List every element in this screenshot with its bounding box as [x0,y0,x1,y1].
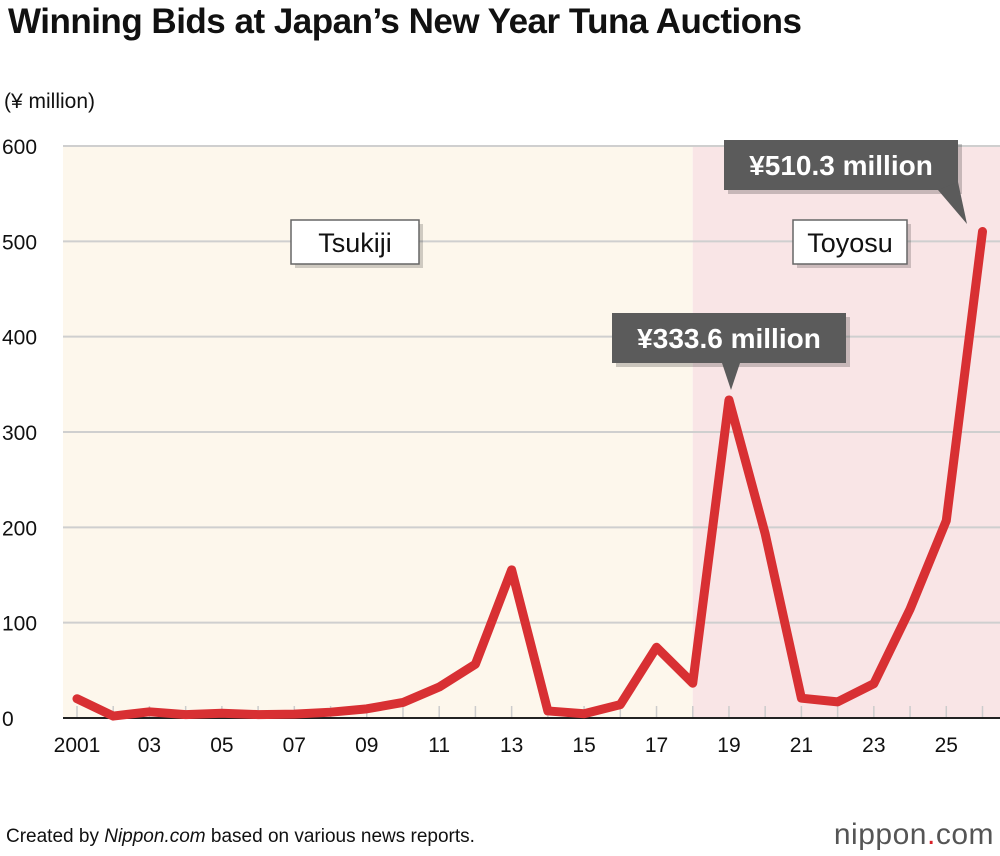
logo-tld: com [935,818,994,851]
x-tick-label: 2001 [54,734,101,757]
region-label-box [792,219,908,265]
source-prefix: Created by [6,826,105,847]
x-tick-label: 15 [572,734,595,757]
y-tick-label: 500 [2,231,37,254]
x-tick-label: 23 [862,734,885,757]
y-tick-label: 0 [2,708,14,731]
x-tick-label: 09 [355,734,378,757]
annotation-pointer [938,182,967,224]
x-tick-label: 17 [645,734,668,757]
y-axis-label: (¥ million) [4,90,96,113]
y-tick-label: 300 [2,422,37,445]
x-tick-label: 13 [500,734,523,757]
nippon-logo: nippon.com [834,818,994,852]
region-label: Tsukiji [318,228,392,258]
annotation-box [612,313,846,363]
annotation-pointer [722,363,740,390]
x-tick-label: 19 [717,734,740,757]
y-tick-label: 100 [2,613,37,636]
logo-dot: . [926,818,936,851]
y-tick-label: 400 [2,327,37,350]
region-label: Toyosu [807,228,893,258]
annotation-label: ¥333.6 million [637,323,821,354]
chart-title: Winning Bids at Japan’s New Year Tuna Au… [8,2,802,41]
series-line [72,227,987,721]
annotation-label: ¥510.3 million [749,150,933,181]
logo-name: nippon [833,818,927,851]
x-tick-label: 07 [283,734,306,757]
y-tick-label: 200 [2,517,37,540]
x-tick-label: 03 [138,734,161,757]
annotation-box [724,140,958,190]
region-label-box [290,219,420,265]
y-tick-label: 600 [2,136,37,159]
x-tick-label: 21 [790,734,813,757]
source-note: Created by Nippon.com based on various n… [6,826,475,848]
source-suffix: based on various news reports. [205,826,475,847]
x-tick-label: 11 [428,734,450,757]
x-tick-label: 25 [935,734,958,757]
source-brand: Nippon.com [104,826,206,847]
x-tick-label: 05 [210,734,233,757]
